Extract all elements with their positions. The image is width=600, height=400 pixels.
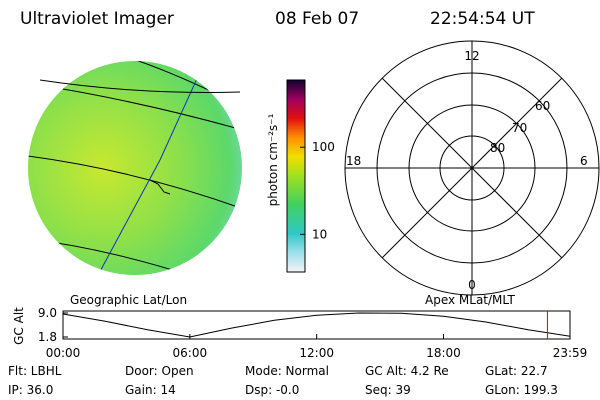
info-cell: GLon: 199.3	[485, 383, 558, 397]
y-tick-label: 1.8	[38, 330, 57, 344]
info-cell: IP: 36.0	[8, 383, 53, 397]
lat-label: 80	[490, 141, 505, 155]
mlt-label: 0	[468, 278, 476, 292]
mlt-label: 12	[464, 49, 479, 63]
polar-spoke	[381, 77, 563, 259]
orbit-plot: 9.0 1.8 00:00 06:00 12:00 18:00 23:59	[38, 306, 587, 360]
colorbar-tick-label: 100	[312, 140, 335, 154]
polar-grid	[344, 40, 600, 296]
title: Ultraviolet Imager	[20, 9, 174, 29]
x-tick-label: 12:00	[299, 346, 334, 360]
lat-line	[28, 154, 242, 216]
x-tick-label: 23:59	[553, 346, 588, 360]
colorbar	[286, 79, 306, 273]
x-tick-label: 00:00	[46, 346, 81, 360]
colorbar-ticks: 10 100	[300, 140, 335, 241]
x-tick-label: 18:00	[426, 346, 461, 360]
lon-line	[89, 61, 211, 275]
mlt-label: 18	[346, 154, 361, 168]
info-cell: GLat: 22.7	[485, 364, 548, 378]
coastline	[149, 179, 171, 195]
info-cell: Flt: LBHL	[8, 364, 62, 378]
globe-image	[28, 61, 242, 275]
info-cell: Seq: 39	[365, 383, 411, 397]
orbit-y-label: GC Alt	[12, 307, 26, 345]
info-cell: Mode: Normal	[245, 364, 329, 378]
x-tick-label: 06:00	[173, 346, 208, 360]
info-table: Flt: LBHL Door: Open Mode: Normal GC Alt: 4…	[8, 364, 558, 397]
lat-label: 70	[512, 121, 527, 135]
info-cell: Dsp: -0.0	[245, 383, 299, 397]
y-tick-label: 9.0	[38, 306, 57, 320]
globe	[28, 61, 242, 275]
colorbar-tick-label: 10	[312, 227, 327, 241]
time: 22:54:54 UT	[430, 9, 535, 29]
lat-label: 60	[535, 99, 550, 113]
lat-line-outside	[39, 79, 241, 93]
altitude-line	[62, 312, 571, 338]
polar-labels: 12 18 6 0 60 70 80	[346, 49, 588, 292]
date: 08 Feb 07	[275, 9, 359, 29]
info-cell: Door: Open	[125, 364, 194, 378]
info-cell: Gain: 14	[125, 383, 176, 397]
polar-caption: Apex MLat/MLT	[425, 293, 515, 307]
colorbar-label: photon cm⁻²s⁻¹	[266, 113, 280, 206]
info-cell: GC Alt: 4.2 Re	[365, 364, 449, 378]
globe-caption: Geographic Lat/Lon	[70, 293, 187, 307]
mlt-label: 6	[580, 154, 588, 168]
